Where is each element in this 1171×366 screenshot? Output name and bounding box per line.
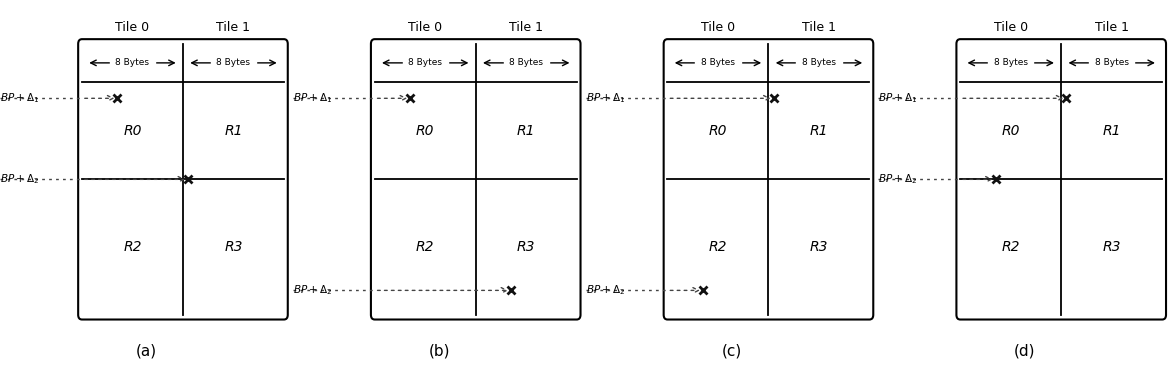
Text: R3: R3 — [516, 240, 535, 254]
Text: R2: R2 — [416, 240, 434, 254]
Text: $BP + \Delta_{2}$: $BP + \Delta_{2}$ — [0, 172, 39, 186]
Text: R3: R3 — [224, 240, 242, 254]
Text: R2: R2 — [123, 240, 142, 254]
Text: R2: R2 — [708, 240, 727, 254]
Text: R0: R0 — [1001, 124, 1020, 138]
Text: R1: R1 — [224, 124, 242, 138]
Text: R0: R0 — [708, 124, 727, 138]
Text: R3: R3 — [1102, 240, 1121, 254]
Text: R0: R0 — [123, 124, 142, 138]
Text: $BP + \Delta_{2}$: $BP + \Delta_{2}$ — [878, 172, 917, 186]
FancyBboxPatch shape — [371, 39, 581, 320]
Text: Tile 0: Tile 0 — [409, 21, 443, 34]
Text: (c): (c) — [721, 344, 742, 359]
Text: 8 Bytes: 8 Bytes — [217, 59, 251, 67]
Text: (d): (d) — [1014, 344, 1035, 359]
FancyBboxPatch shape — [664, 39, 874, 320]
Text: R3: R3 — [809, 240, 828, 254]
Text: (b): (b) — [429, 344, 450, 359]
Text: $BP + \Delta_{2}$: $BP + \Delta_{2}$ — [293, 284, 331, 297]
Text: Tile 1: Tile 1 — [1095, 21, 1129, 34]
Text: $BP + \Delta_{2}$: $BP + \Delta_{2}$ — [586, 284, 624, 297]
Text: 8 Bytes: 8 Bytes — [1095, 59, 1129, 67]
Text: Tile 1: Tile 1 — [509, 21, 543, 34]
Text: Tile 0: Tile 0 — [116, 21, 150, 34]
Text: (a): (a) — [136, 344, 157, 359]
Text: $BP + \Delta_{1}$: $BP + \Delta_{1}$ — [0, 92, 40, 105]
Text: 8 Bytes: 8 Bytes — [116, 59, 150, 67]
Text: R0: R0 — [416, 124, 434, 138]
Text: R2: R2 — [1001, 240, 1020, 254]
Text: 8 Bytes: 8 Bytes — [994, 59, 1028, 67]
Text: 8 Bytes: 8 Bytes — [802, 59, 836, 67]
Text: $BP + \Delta_{1}$: $BP + \Delta_{1}$ — [293, 92, 333, 105]
Text: R1: R1 — [809, 124, 828, 138]
Text: $BP + \Delta_{1}$: $BP + \Delta_{1}$ — [586, 92, 625, 105]
Text: R1: R1 — [516, 124, 535, 138]
FancyBboxPatch shape — [78, 39, 288, 320]
Text: $BP + \Delta_{1}$: $BP + \Delta_{1}$ — [878, 92, 918, 105]
Text: 8 Bytes: 8 Bytes — [701, 59, 735, 67]
Text: Tile 1: Tile 1 — [802, 21, 836, 34]
Text: Tile 1: Tile 1 — [217, 21, 251, 34]
Text: R1: R1 — [1102, 124, 1121, 138]
FancyBboxPatch shape — [957, 39, 1166, 320]
Text: Tile 0: Tile 0 — [994, 21, 1028, 34]
Text: 8 Bytes: 8 Bytes — [409, 59, 443, 67]
Text: 8 Bytes: 8 Bytes — [509, 59, 543, 67]
Text: Tile 0: Tile 0 — [701, 21, 735, 34]
